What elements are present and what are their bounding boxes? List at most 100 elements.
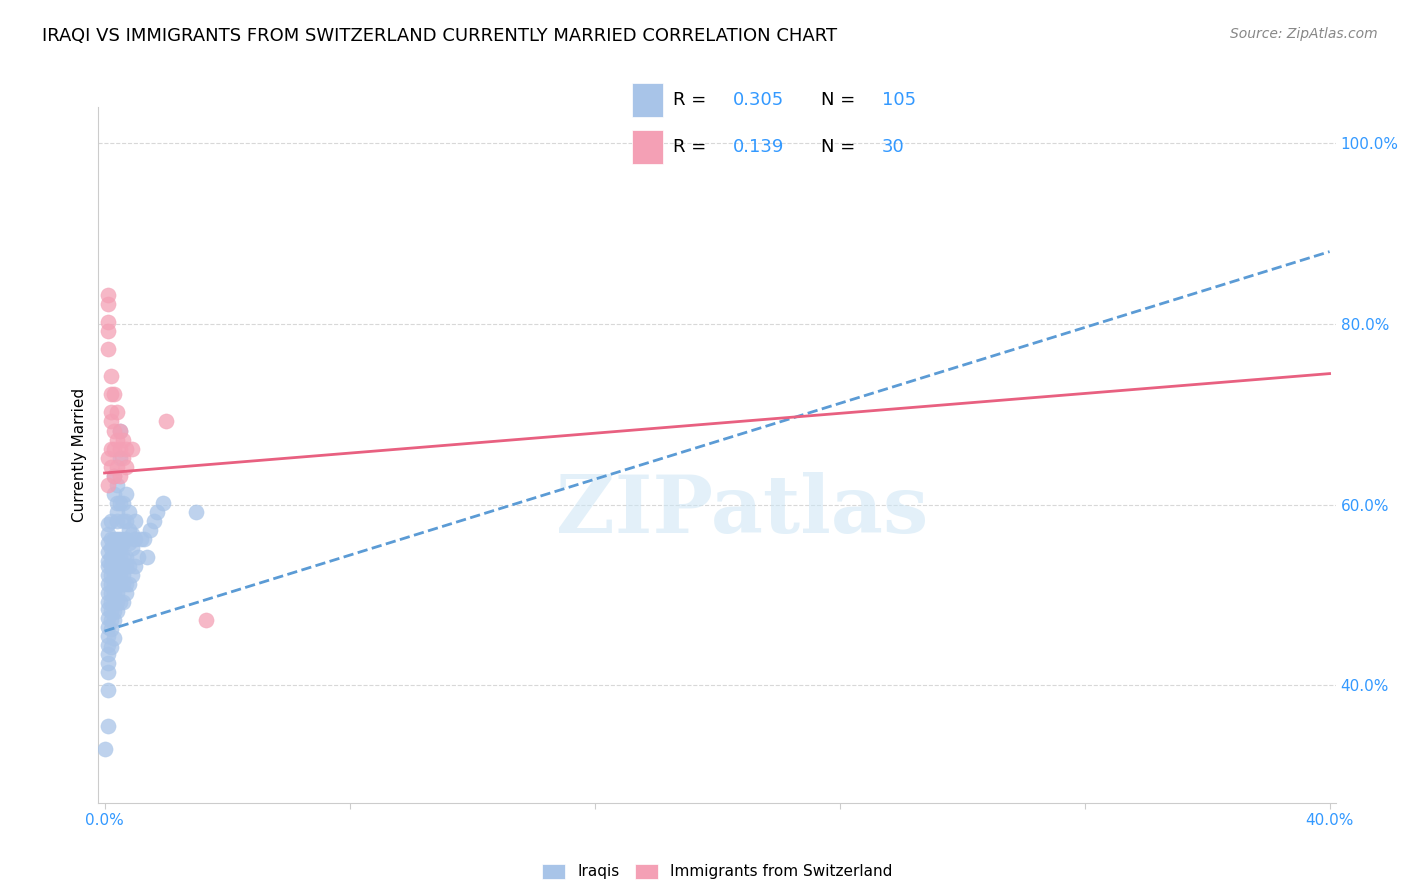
Point (100, 387, 122, 401)
Point (97, 544, 120, 558)
Point (108, 468, 131, 483)
Point (97, 586, 120, 600)
Point (97, 517, 120, 532)
Point (108, 496, 131, 510)
Point (103, 541, 125, 555)
Point (115, 459, 138, 474)
Point (124, 514, 146, 528)
Point (103, 577, 125, 591)
Point (108, 549, 131, 564)
Point (127, 549, 149, 564)
Point (139, 523, 162, 537)
Point (124, 532, 146, 546)
Point (97, 297, 120, 311)
Point (103, 424, 125, 438)
Point (105, 459, 128, 474)
Point (152, 496, 174, 510)
Point (97, 682, 120, 697)
Point (115, 514, 138, 528)
Point (108, 568, 131, 582)
Point (108, 595, 131, 609)
Point (100, 640, 122, 655)
Point (97, 315, 120, 329)
Point (108, 577, 131, 591)
Point (121, 526, 143, 541)
Text: N =: N = (821, 91, 860, 109)
Point (97, 288, 120, 302)
Point (100, 514, 122, 528)
Point (103, 549, 125, 564)
Point (103, 468, 125, 483)
Point (115, 586, 138, 600)
Point (93, 741, 115, 756)
Point (118, 505, 141, 519)
Point (111, 535, 134, 549)
Point (105, 544, 128, 558)
Point (111, 595, 134, 609)
Bar (633, 83, 662, 118)
Point (111, 450, 134, 465)
Point (105, 586, 128, 600)
Point (105, 559, 128, 574)
Point (111, 496, 134, 510)
Point (105, 532, 128, 546)
Point (118, 559, 141, 574)
Point (103, 604, 125, 618)
Point (103, 586, 125, 600)
Point (103, 632, 125, 646)
Point (103, 595, 125, 609)
Point (115, 532, 138, 546)
Text: ZIPatlas: ZIPatlas (555, 472, 928, 549)
Point (115, 487, 138, 501)
Point (100, 369, 122, 384)
Text: Source: ZipAtlas.com: Source: ZipAtlas.com (1230, 27, 1378, 41)
Point (103, 387, 125, 401)
Point (111, 559, 134, 574)
Point (121, 442, 143, 456)
Y-axis label: Currently Married: Currently Married (72, 388, 87, 522)
Point (97, 324, 120, 338)
Point (105, 568, 128, 582)
Point (97, 656, 120, 670)
Point (97, 595, 120, 609)
Point (155, 415, 177, 429)
Text: 30: 30 (882, 138, 904, 156)
Point (111, 532, 134, 546)
Point (105, 514, 128, 528)
Point (134, 532, 156, 546)
Point (115, 549, 138, 564)
Point (100, 459, 122, 474)
Point (105, 549, 128, 564)
Point (145, 505, 167, 519)
Point (97, 535, 120, 549)
Point (108, 424, 131, 438)
Text: 0.305: 0.305 (734, 91, 785, 109)
Point (100, 577, 122, 591)
Text: 105: 105 (882, 91, 915, 109)
Point (100, 532, 122, 546)
Point (105, 604, 128, 618)
Point (100, 442, 122, 456)
Point (115, 577, 138, 591)
Point (105, 433, 128, 447)
Point (105, 405, 128, 419)
Point (97, 577, 120, 591)
Point (118, 535, 141, 549)
Point (97, 342, 120, 356)
Point (100, 595, 122, 609)
Point (103, 442, 125, 456)
Point (97, 554, 120, 568)
Point (100, 405, 122, 419)
Point (100, 568, 122, 582)
Point (97, 647, 120, 661)
Point (115, 442, 138, 456)
Point (136, 549, 159, 564)
Point (103, 568, 125, 582)
Point (97, 619, 120, 633)
Point (121, 568, 143, 582)
Point (118, 523, 141, 537)
Point (103, 532, 125, 546)
Point (115, 559, 138, 574)
Point (124, 559, 146, 574)
Point (103, 559, 125, 574)
